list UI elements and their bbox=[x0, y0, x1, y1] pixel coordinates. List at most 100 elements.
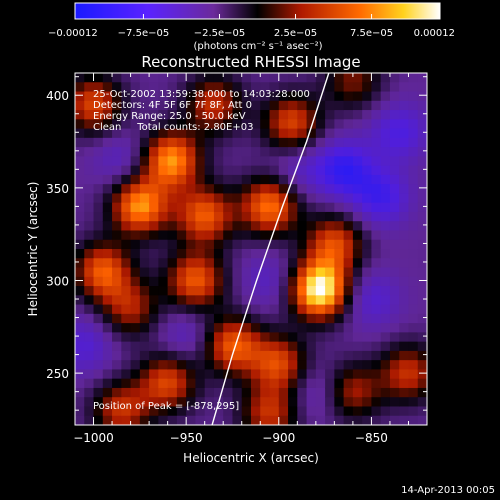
heatmap-cell bbox=[343, 267, 354, 278]
heatmap-cell bbox=[75, 267, 85, 278]
heatmap-cell bbox=[195, 304, 206, 315]
heatmap-cell bbox=[121, 415, 132, 425]
heatmap-cell bbox=[223, 378, 234, 389]
heatmap-cell bbox=[241, 230, 252, 241]
heatmap-cell bbox=[232, 341, 243, 352]
heatmap-cell bbox=[139, 378, 150, 389]
heatmap-cell bbox=[167, 165, 178, 176]
heatmap-cell bbox=[241, 184, 252, 195]
heatmap-cell bbox=[232, 258, 243, 269]
heatmap-cell bbox=[306, 82, 317, 93]
heatmap-cell bbox=[121, 350, 132, 361]
heatmap-cell bbox=[408, 239, 419, 250]
heatmap-cell bbox=[130, 304, 141, 315]
heatmap-cell bbox=[380, 415, 391, 425]
heatmap-cell bbox=[408, 258, 419, 269]
heatmap-cell bbox=[176, 174, 187, 185]
heatmap-cell bbox=[334, 369, 345, 380]
heatmap-cell bbox=[158, 267, 169, 278]
annotation-detectors: Detectors: 4F 5F 6F 7F 8F, Att 0 bbox=[93, 100, 252, 111]
heatmap-cell bbox=[278, 415, 289, 425]
heatmap-cell bbox=[352, 137, 363, 148]
heatmap-cell bbox=[102, 239, 113, 250]
heatmap-cell bbox=[334, 100, 345, 111]
heatmap-cell bbox=[93, 295, 104, 306]
heatmap-cell bbox=[325, 147, 335, 157]
heatmap-cell bbox=[269, 137, 280, 148]
heatmap-cell bbox=[223, 100, 234, 111]
heatmap-cell bbox=[149, 267, 159, 278]
heatmap-cell bbox=[204, 202, 215, 213]
heatmap-cell bbox=[352, 211, 363, 222]
heatmap-cell bbox=[362, 397, 373, 408]
heatmap-cell bbox=[343, 332, 354, 343]
heatmap-cell bbox=[389, 239, 400, 250]
heatmap-cell bbox=[102, 110, 113, 120]
heatmap-cell bbox=[362, 137, 373, 148]
heatmap-cell bbox=[167, 119, 178, 130]
heatmap-cell bbox=[204, 286, 215, 296]
heatmap-cell bbox=[186, 341, 197, 352]
heatmap-cell bbox=[389, 165, 400, 176]
heatmap-cell bbox=[278, 193, 289, 204]
heatmap-cell bbox=[343, 378, 354, 389]
heatmap-cell bbox=[223, 360, 234, 371]
heatmap-cell bbox=[362, 110, 373, 120]
heatmap-cell bbox=[288, 239, 298, 250]
heatmap-cell bbox=[325, 258, 335, 269]
heatmap-cell bbox=[204, 332, 215, 343]
heatmap-cell bbox=[130, 332, 141, 343]
heatmap-cell bbox=[93, 230, 104, 241]
heatmap-cell bbox=[297, 360, 308, 371]
heatmap-cell bbox=[417, 387, 427, 398]
heatmap-cell bbox=[389, 147, 400, 157]
heatmap-cell bbox=[176, 406, 187, 417]
heatmap-cell bbox=[232, 397, 243, 408]
heatmap-cell bbox=[93, 378, 104, 389]
heatmap-cell bbox=[75, 239, 85, 250]
heatmap-cell bbox=[84, 184, 95, 195]
heatmap-cell bbox=[241, 221, 252, 232]
heatmap-cell bbox=[315, 313, 326, 324]
heatmap-cell bbox=[195, 137, 206, 148]
heatmap-cell bbox=[158, 174, 169, 185]
heatmap-cell bbox=[121, 258, 132, 269]
heatmap-cell bbox=[139, 295, 150, 306]
heatmap-cell bbox=[195, 415, 206, 425]
heatmap-cell bbox=[84, 137, 95, 148]
heatmap-cell bbox=[149, 91, 159, 102]
heatmap-cell bbox=[195, 369, 206, 380]
heatmap-cell bbox=[195, 147, 206, 157]
heatmap-cell bbox=[223, 91, 234, 102]
heatmap-cell bbox=[269, 341, 280, 352]
heatmap-cell bbox=[102, 397, 113, 408]
heatmap-cell bbox=[149, 360, 159, 371]
heatmap-cell bbox=[223, 211, 234, 222]
heatmap-cell bbox=[297, 230, 308, 241]
heatmap-cell bbox=[241, 82, 252, 93]
heatmap-cell bbox=[167, 147, 178, 157]
heatmap-cell bbox=[334, 332, 345, 343]
heatmap-cell bbox=[362, 128, 373, 139]
heatmap-cell bbox=[269, 156, 280, 167]
heatmap-cell bbox=[306, 91, 317, 102]
heatmap-cell bbox=[149, 211, 159, 222]
heatmap-cell bbox=[102, 378, 113, 389]
heatmap-cell bbox=[112, 313, 122, 324]
heatmap-cell bbox=[213, 378, 224, 389]
heatmap-cell bbox=[139, 286, 150, 296]
heatmap-cell bbox=[84, 110, 95, 120]
heatmap-cell bbox=[362, 360, 373, 371]
heatmap-cell bbox=[204, 341, 215, 352]
heatmap-cell bbox=[297, 165, 308, 176]
heatmap-cell bbox=[251, 184, 261, 195]
heatmap-cell bbox=[417, 295, 427, 306]
heatmap-cell bbox=[399, 137, 410, 148]
heatmap-cell bbox=[260, 397, 271, 408]
heatmap-cell bbox=[186, 137, 197, 148]
heatmap-cell bbox=[139, 230, 150, 241]
heatmap-cell bbox=[213, 387, 224, 398]
heatmap-cell bbox=[269, 230, 280, 241]
heatmap-cell bbox=[167, 267, 178, 278]
heatmap-cell bbox=[241, 350, 252, 361]
